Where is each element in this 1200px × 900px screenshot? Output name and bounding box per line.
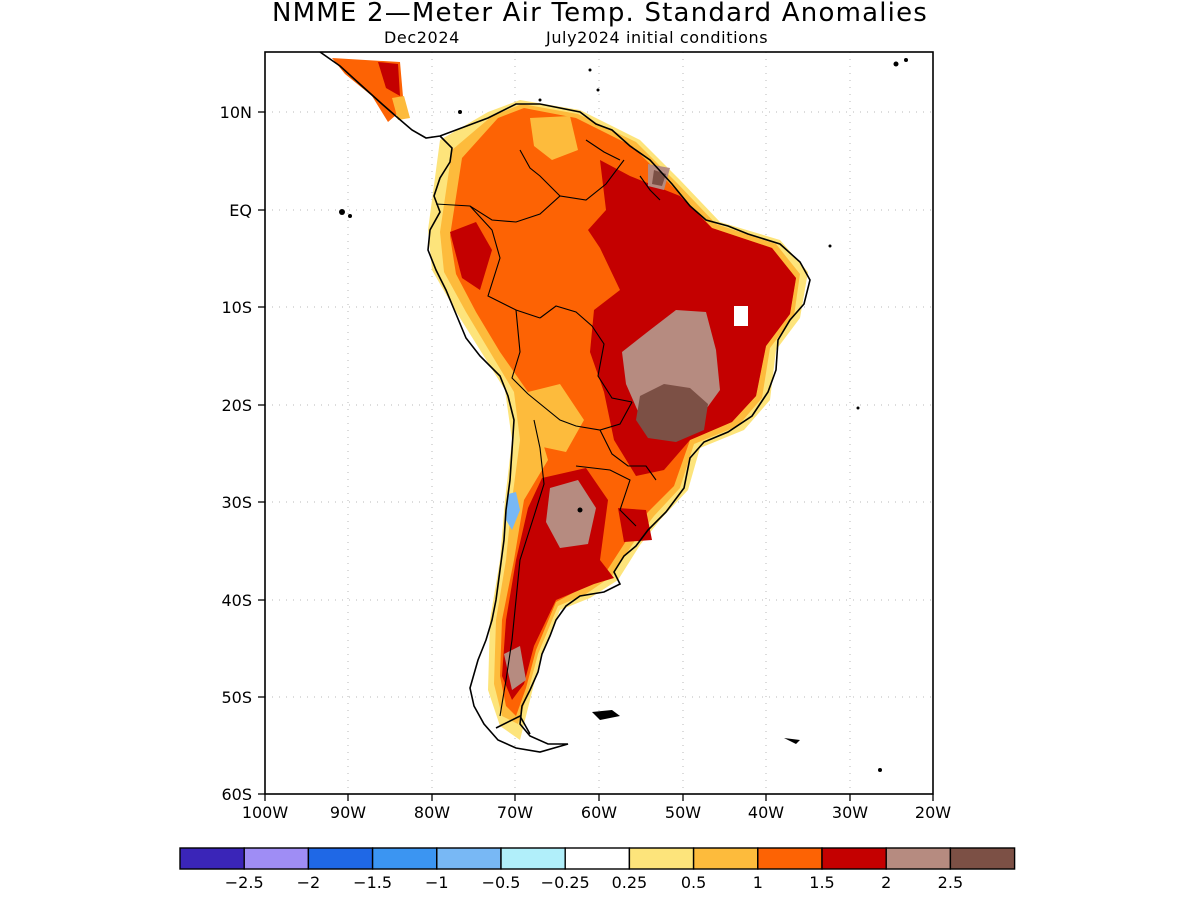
initial-conditions: July2024 initial conditions bbox=[546, 28, 769, 47]
lon-label: 80W bbox=[414, 803, 450, 822]
colorbar-swatch bbox=[564, 847, 631, 870]
lon-label: 60W bbox=[581, 803, 617, 822]
lon-label: 100W bbox=[242, 803, 289, 822]
colorbar-swatch bbox=[692, 847, 759, 870]
colorbar bbox=[179, 847, 1016, 870]
colorbar-label: −0.25 bbox=[541, 873, 590, 892]
lat-label: 20S bbox=[221, 396, 252, 415]
colorbar-swatch bbox=[307, 847, 374, 870]
colorbar-swatch bbox=[179, 847, 245, 870]
colorbar-label: −2 bbox=[297, 873, 321, 892]
lon-label: 30W bbox=[832, 803, 868, 822]
tick-marks bbox=[258, 111, 934, 801]
lon-label: 70W bbox=[497, 803, 533, 822]
colorbar-swatch bbox=[243, 847, 310, 870]
colorbar-label: 1 bbox=[753, 873, 763, 892]
anomaly-fields bbox=[332, 58, 808, 740]
colorbar-swatch bbox=[436, 847, 502, 870]
colorbar-swatch bbox=[628, 847, 695, 870]
colorbar-label: 2 bbox=[881, 873, 891, 892]
lat-label: 10N bbox=[220, 103, 252, 122]
colorbar-label: −1 bbox=[425, 873, 449, 892]
lat-label: 40S bbox=[221, 591, 252, 610]
islands bbox=[339, 58, 908, 772]
colorbar-label: 1.5 bbox=[809, 873, 834, 892]
colorbar-label: 2.5 bbox=[938, 873, 963, 892]
latitude-labels: 10N EQ 10S 20S 30S 40S 50S 60S bbox=[220, 103, 252, 804]
longitude-labels: 100W 90W 80W 70W 60W 50W 40W 30W 20W bbox=[242, 803, 951, 822]
lat-label: 50S bbox=[221, 688, 252, 707]
country-borders bbox=[435, 139, 661, 717]
lon-label: 90W bbox=[330, 803, 366, 822]
colorbar-swatch bbox=[371, 847, 438, 870]
colorbar-label: 0.5 bbox=[681, 873, 706, 892]
coastline bbox=[319, 52, 811, 753]
lon-label: 50W bbox=[665, 803, 701, 822]
colorbar-swatch bbox=[757, 847, 823, 870]
colorbar-label: 0.25 bbox=[612, 873, 648, 892]
colorbar-swatch bbox=[821, 847, 887, 870]
lat-label: 10S bbox=[221, 298, 252, 317]
colorbar-label: −0.5 bbox=[482, 873, 521, 892]
lon-label: 20W bbox=[915, 803, 951, 822]
colorbar-swatch bbox=[885, 847, 952, 870]
colorbar-swatch bbox=[949, 847, 1016, 870]
colorbar-label: −2.5 bbox=[225, 873, 264, 892]
lat-label: EQ bbox=[229, 201, 252, 220]
colorbar-label: −1.5 bbox=[353, 873, 392, 892]
lat-label: 30S bbox=[221, 493, 252, 512]
lat-label: 60S bbox=[221, 785, 252, 804]
map-title: NMME 2—Meter Air Temp. Standard Anomalie… bbox=[271, 0, 929, 28]
colorbar-swatch bbox=[500, 847, 566, 870]
lon-label: 40W bbox=[748, 803, 784, 822]
colorbar-labels: −2.5 −2 −1.5 −1 −0.5 −0.25 0.25 0.5 1 1.5 2 2.5 bbox=[225, 873, 963, 892]
forecast-month: Dec2024 bbox=[384, 28, 460, 47]
